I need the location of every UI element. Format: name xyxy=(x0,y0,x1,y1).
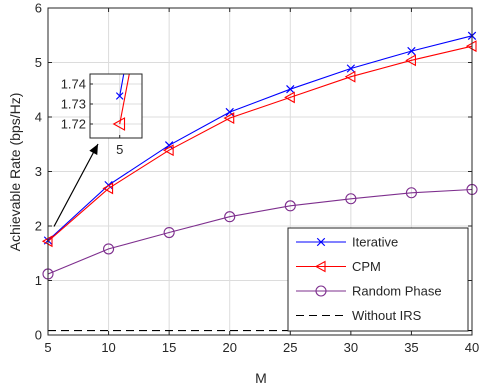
x-tick-label: 20 xyxy=(222,340,236,355)
legend-label: CPM xyxy=(352,259,381,274)
legend-label: Random Phase xyxy=(352,284,442,299)
data-point xyxy=(102,182,114,195)
series-line xyxy=(47,35,473,241)
data-point xyxy=(115,92,124,100)
data-point xyxy=(405,187,417,199)
data-point xyxy=(315,285,327,297)
x-tick-label: 35 xyxy=(404,340,418,355)
legend-item: CPM xyxy=(296,259,381,274)
data-point xyxy=(314,260,326,273)
series-1 xyxy=(41,40,477,248)
inset-background xyxy=(90,74,142,138)
y-tick-label: 4 xyxy=(35,110,42,125)
legend-item: Without IRS xyxy=(296,308,422,323)
series-line xyxy=(47,188,473,275)
data-point xyxy=(225,107,234,117)
inset-series-1 xyxy=(112,74,130,131)
inset-series-line xyxy=(119,74,130,125)
legend-label: Without IRS xyxy=(352,308,422,323)
series-line xyxy=(47,45,473,242)
legend-item: Random Phase xyxy=(296,284,442,299)
data-point xyxy=(407,46,416,56)
data-point xyxy=(103,243,115,255)
arrow-shaft xyxy=(53,143,99,227)
legend: Iterative CPM Random Phase Without IRS xyxy=(287,227,469,332)
x-tick-label: 5 xyxy=(44,340,51,355)
data-point xyxy=(284,91,295,104)
y-tick-label: 6 xyxy=(35,1,42,16)
data-point xyxy=(405,54,416,67)
x-tick-label: 30 xyxy=(344,340,358,355)
inset-frame xyxy=(89,73,143,139)
data-point xyxy=(164,141,174,150)
inset-y-tick-label: 1.72 xyxy=(61,117,86,132)
arrow-head xyxy=(89,144,98,155)
data-point xyxy=(112,117,126,131)
y-tick-label: 5 xyxy=(35,55,42,70)
inset-plot xyxy=(90,74,142,138)
inset-y-tick-label: 1.73 xyxy=(61,97,86,112)
data-point xyxy=(163,144,174,157)
legend-item: Iterative xyxy=(296,235,398,250)
data-point xyxy=(316,237,326,247)
y-tick-label: 2 xyxy=(35,219,42,234)
data-point xyxy=(284,200,296,212)
y-tick-label: 0 xyxy=(35,328,42,343)
x-tick-label: 10 xyxy=(101,340,115,355)
legend-label: Iterative xyxy=(352,235,398,250)
inset-y-tick-label: 1.74 xyxy=(61,77,86,92)
zoom-arrow xyxy=(53,143,99,227)
x-tick-label: 25 xyxy=(283,340,297,355)
inset-x-tick-label: 5 xyxy=(116,142,123,157)
plot-area xyxy=(41,7,478,336)
y-tick-label: 1 xyxy=(35,273,42,288)
data-point xyxy=(223,112,235,125)
data-point xyxy=(344,70,356,83)
data-point xyxy=(346,64,356,73)
zoom-inset: 1.74 1.73 1.72 5 xyxy=(61,73,143,157)
inset-series-0 xyxy=(115,74,125,100)
x-axis-label: M xyxy=(255,370,267,386)
y-tick-label: 3 xyxy=(35,164,42,179)
y-axis: 0 1 2 3 4 5 6 xyxy=(35,1,472,343)
y-axis-label: Achievable Rate (bps/Hz) xyxy=(7,93,23,252)
series-0 xyxy=(43,31,477,245)
x-tick-label: 40 xyxy=(465,340,479,355)
data-point xyxy=(163,226,175,239)
data-point xyxy=(286,85,295,94)
x-axis: 5 10 15 20 25 30 35 40 xyxy=(44,8,479,355)
x-tick-label: 15 xyxy=(162,340,176,355)
data-point xyxy=(345,193,357,205)
data-point xyxy=(224,211,236,223)
